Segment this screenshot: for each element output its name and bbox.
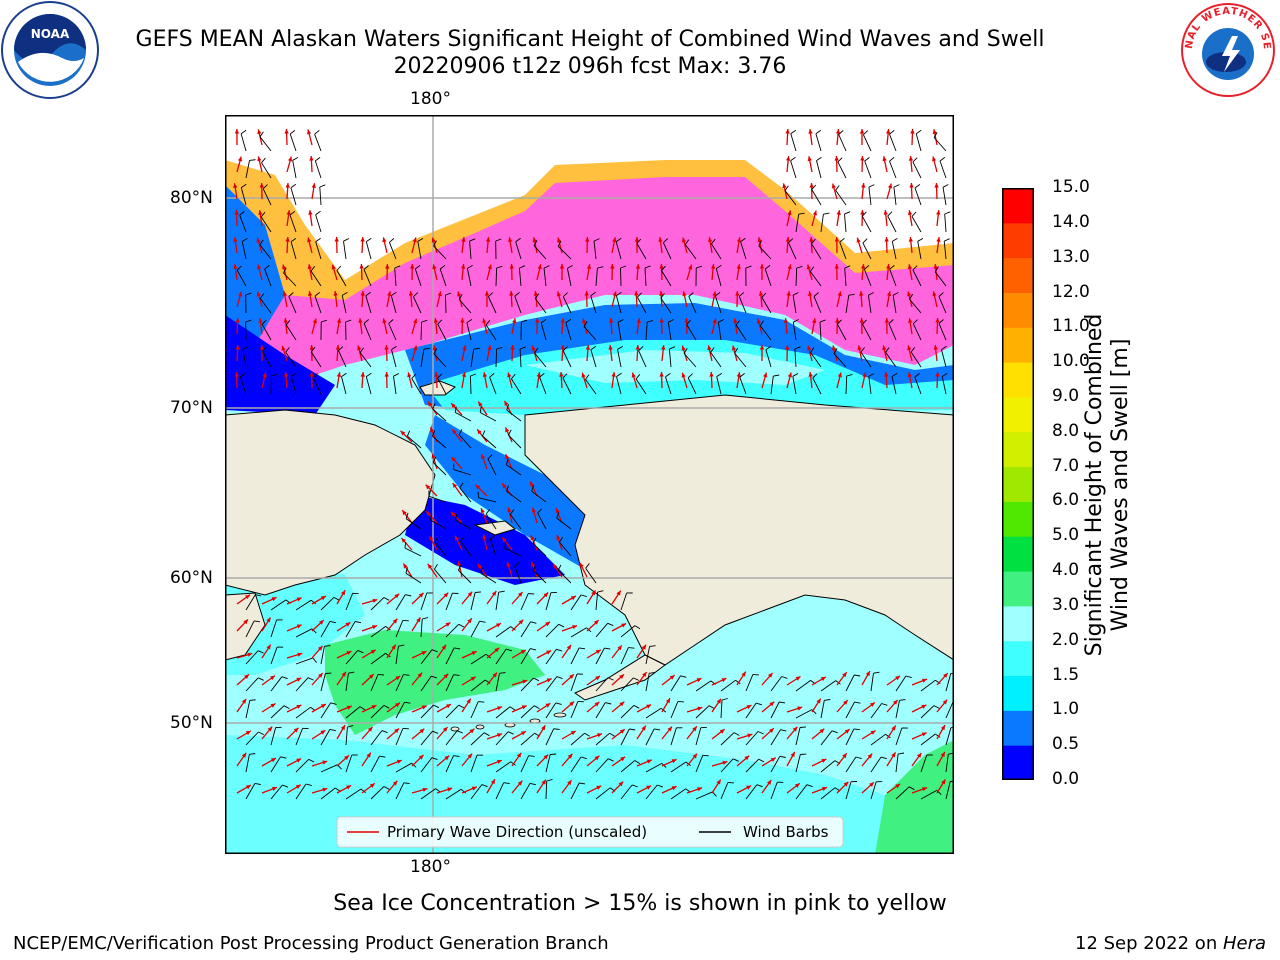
colorbar-cell — [1002, 362, 1034, 398]
noaa-logo-text: NOAA — [31, 27, 70, 41]
chart-subtitle: 20220906 t12z 096h fcst Max: 3.76 — [393, 54, 787, 79]
colorbar-cell — [1002, 292, 1034, 328]
colorbar-cell — [1002, 396, 1034, 433]
colorbar-cell — [1002, 536, 1034, 572]
colorbar-tick-label: 13.0 — [1052, 246, 1090, 267]
colorbar-tick-label: 0.0 — [1052, 769, 1080, 789]
colorbar-cell — [1002, 257, 1034, 293]
nws-logo-icon: NATIONAL WEATHER SERVICE — [1178, 0, 1275, 97]
colorbar-tick-label: 1.5 — [1052, 664, 1080, 685]
lon-label-bottom: 180° — [410, 857, 451, 877]
wave-and-wind-vectors — [233, 128, 954, 800]
colorbar-cell — [1002, 431, 1034, 468]
colorbar-tick-label: 12.0 — [1052, 281, 1090, 302]
colorbar-label: Significant Height of Combined Wind Wave… — [1082, 313, 1133, 657]
map-legend: Primary Wave Direction (unscaled) Wind B… — [336, 816, 844, 848]
colorbar-cell — [1002, 466, 1034, 502]
lat-label-50: 50°N — [170, 713, 213, 733]
colorbar-cell — [1002, 605, 1034, 642]
colorbar-cell — [1002, 188, 1034, 224]
colorbar-tick-label: 0.5 — [1052, 734, 1080, 755]
colorbar-cell — [1002, 501, 1034, 537]
lat-label-80: 80°N — [170, 188, 213, 208]
colorbar-tick-label: 11.0 — [1052, 316, 1090, 337]
colorbar-tick-label: 9.0 — [1052, 385, 1080, 406]
colorbar-tick-label: 10.0 — [1052, 351, 1090, 372]
map-plot: Primary Wave Direction (unscaled) Wind B… — [225, 115, 954, 854]
colorbar-tick-label: 5.0 — [1052, 525, 1080, 546]
colorbar-cell — [1002, 222, 1034, 259]
colorbar-cell — [1002, 640, 1034, 677]
colorbar-tick-label: 2.0 — [1052, 629, 1080, 650]
sea-ice-note: Sea Ice Concentration > 15% is shown in … — [333, 891, 947, 916]
colorbar-tick-label: 1.0 — [1052, 699, 1080, 720]
colorbar-tick-label: 15.0 — [1052, 177, 1090, 197]
legend-wave-label: Primary Wave Direction (unscaled) — [387, 823, 647, 841]
colorbar-cell — [1002, 675, 1034, 711]
lon-label-top: 180° — [410, 89, 451, 109]
footer-date: 12 Sep 2022 on Hera — [1075, 933, 1266, 954]
legend-barb-label: Wind Barbs — [743, 823, 829, 841]
colorbar-cell — [1002, 745, 1034, 780]
noaa-logo-icon: NOAA — [1, 1, 99, 99]
lat-label-60: 60°N — [170, 568, 213, 588]
colorbar-cell — [1002, 571, 1034, 607]
colorbar-tick-label: 6.0 — [1052, 490, 1080, 511]
colorbar-cell — [1002, 710, 1034, 746]
footer-host: Hera — [1222, 933, 1266, 954]
colorbar-tick-label: 8.0 — [1052, 420, 1080, 441]
colorbar — [1002, 188, 1034, 780]
colorbar-tick-label: 7.0 — [1052, 455, 1080, 476]
colorbar-tick-label: 4.0 — [1052, 560, 1080, 581]
chart-title: GEFS MEAN Alaskan Waters Significant Hei… — [135, 27, 1045, 52]
colorbar-tick-label: 3.0 — [1052, 594, 1080, 615]
footer-credit: NCEP/EMC/Verification Post Processing Pr… — [13, 933, 609, 954]
colorbar-cell — [1002, 327, 1034, 363]
colorbar-tick-label: 14.0 — [1052, 211, 1090, 232]
lat-label-70: 70°N — [170, 398, 213, 418]
